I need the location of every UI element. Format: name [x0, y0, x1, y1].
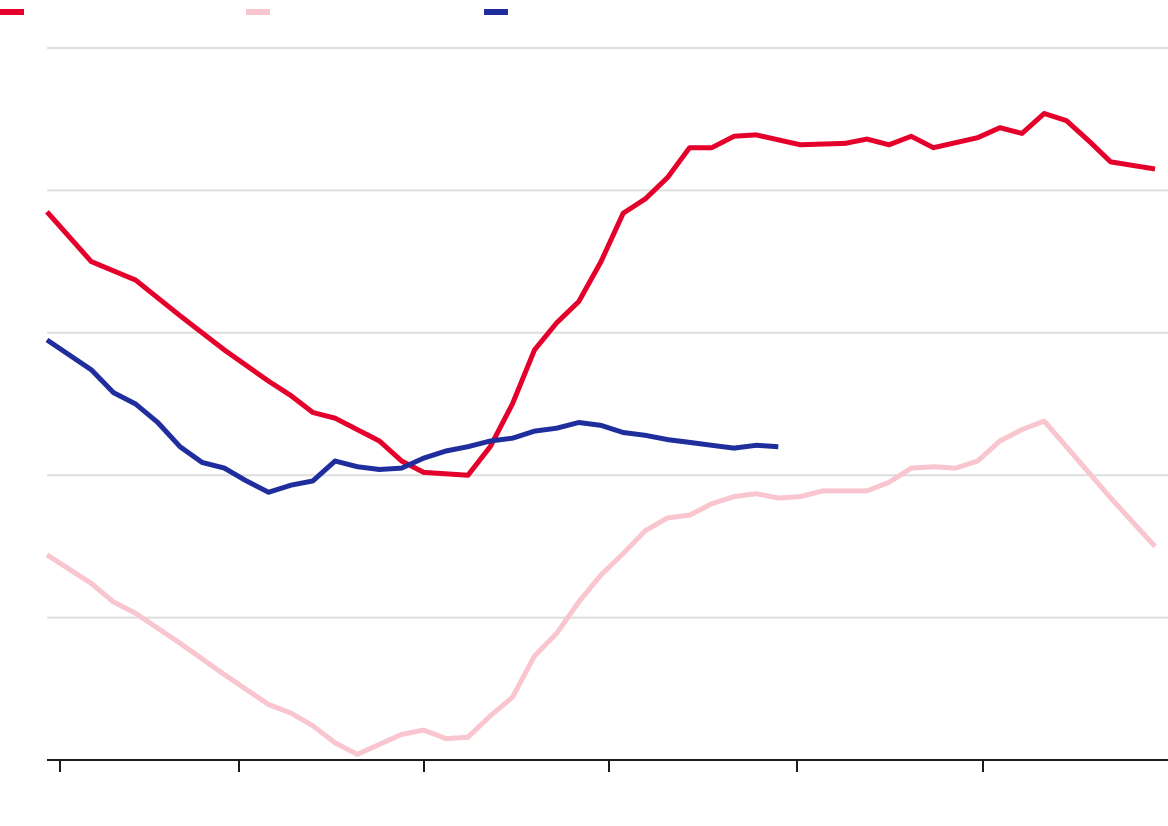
legend-swatch-2	[484, 9, 508, 15]
legend-swatch-0	[0, 9, 24, 15]
series-line-0	[45, 111, 1156, 478]
x-axis	[47, 759, 1168, 772]
series-line-2	[45, 337, 779, 495]
gridlines	[47, 47, 1168, 619]
series-lines	[45, 111, 1157, 757]
series-line-1	[45, 418, 1157, 757]
legend-swatch-1	[246, 9, 270, 15]
legend	[0, 9, 508, 15]
